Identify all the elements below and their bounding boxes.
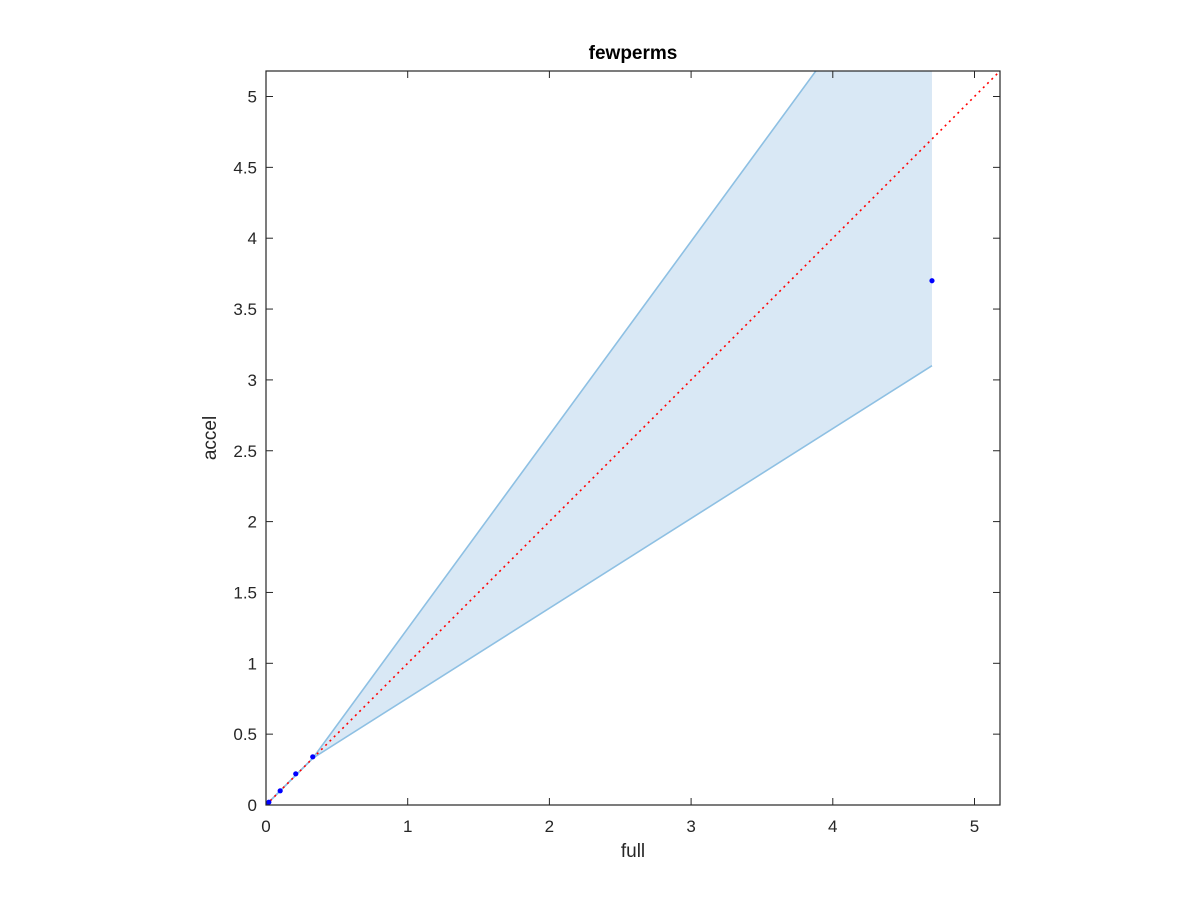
reference-line-group bbox=[266, 71, 1000, 805]
x-axis-label: full bbox=[621, 841, 645, 862]
y-tick-label: 1.5 bbox=[233, 583, 257, 602]
plot-frame bbox=[265, 70, 1001, 806]
x-tick-label: 1 bbox=[403, 817, 412, 836]
y-tick-label: 2 bbox=[248, 513, 257, 532]
y-tick-label: 3.5 bbox=[233, 300, 257, 319]
chart-title: fewperms bbox=[589, 43, 678, 64]
axis-ticks: 0 1 2 3 4 5 0 0.5 1 1.5 2 2.5 3 3.5 4 4.5 5 bbox=[233, 71, 1000, 836]
y-tick-label: 0 bbox=[248, 796, 257, 815]
x-tick-label: 4 bbox=[828, 817, 837, 836]
y-tick-label: 2.5 bbox=[233, 442, 257, 461]
x-tick-label: 3 bbox=[686, 817, 695, 836]
data-point bbox=[293, 771, 299, 777]
y-tick-label: 0.5 bbox=[233, 725, 257, 744]
reference-line bbox=[266, 71, 1000, 805]
data-points bbox=[266, 278, 935, 805]
y-axis-label: accel bbox=[200, 416, 221, 460]
x-tick-label: 0 bbox=[261, 817, 270, 836]
data-point bbox=[266, 799, 272, 805]
y-tick-label: 5 bbox=[248, 88, 257, 107]
y-tick-label: 1 bbox=[248, 654, 257, 673]
y-tick-label: 3 bbox=[248, 371, 257, 390]
band-fill bbox=[266, 71, 932, 805]
y-tick-label: 4.5 bbox=[233, 158, 257, 177]
y-tick-label: 4 bbox=[248, 229, 257, 248]
x-tick-label: 2 bbox=[545, 817, 554, 836]
data-point bbox=[277, 788, 283, 794]
data-point bbox=[310, 754, 316, 760]
data-point bbox=[929, 278, 935, 284]
x-tick-label: 5 bbox=[970, 817, 979, 836]
